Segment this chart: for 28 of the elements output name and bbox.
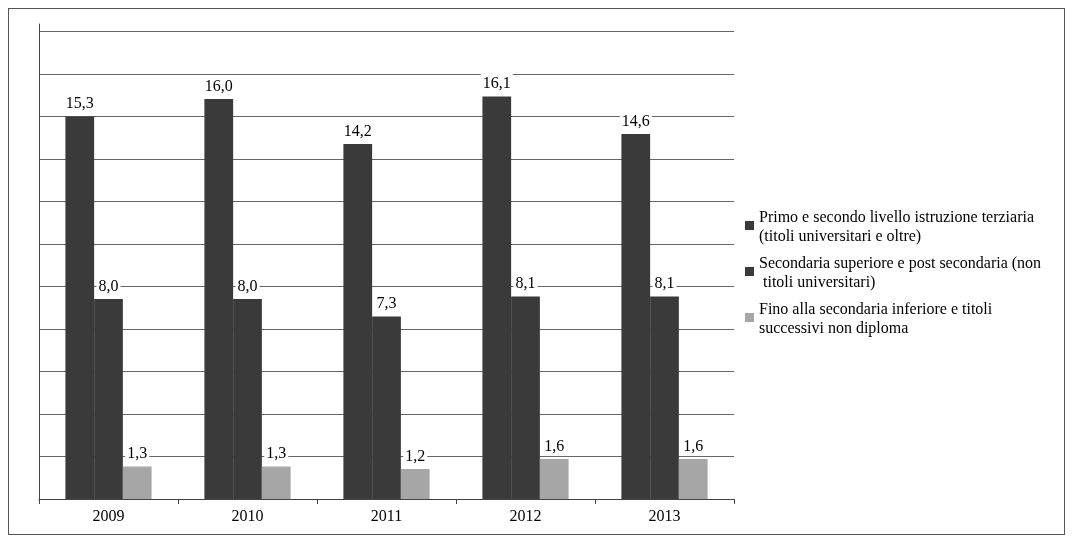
x-tick-label: 2009	[92, 506, 125, 524]
x-tick-label: 2013	[648, 506, 681, 524]
legend-label: Secondaria superiore e post secondaria (non titoli universitari)	[759, 253, 1046, 291]
x-tick-label: 2010	[231, 506, 264, 524]
bar	[678, 459, 708, 499]
data-label: 8,1	[515, 274, 536, 291]
data-label: 16,0	[204, 76, 233, 94]
bar	[400, 469, 430, 499]
legend-label: Fino alla secondaria inferiore e titoli successivi non diploma	[759, 299, 997, 337]
data-label: 1,3	[266, 444, 287, 461]
bar	[261, 466, 291, 499]
data-label: 8,1	[654, 274, 675, 291]
legend-label: Primo e secondo livello istruzione terziaria (titoli universitari e oltre)	[759, 207, 1039, 245]
data-label: 15,3	[65, 94, 94, 111]
data-label: 8,0	[98, 276, 119, 294]
data-label: 1,2	[405, 446, 426, 464]
bar	[122, 466, 152, 499]
data-label: 14,2	[343, 121, 372, 139]
data-label: 16,1	[482, 74, 511, 91]
data-label: 14,6	[621, 111, 650, 129]
bar	[539, 459, 569, 499]
data-label: 8,0	[237, 276, 258, 294]
x-tick-label: 2012	[509, 506, 542, 524]
data-label: 1,6	[544, 436, 565, 454]
x-tick-label: 2011	[370, 506, 403, 524]
data-label: 7,3	[376, 294, 397, 311]
data-label: 1,6	[683, 436, 704, 454]
data-label: 1,3	[127, 444, 148, 461]
